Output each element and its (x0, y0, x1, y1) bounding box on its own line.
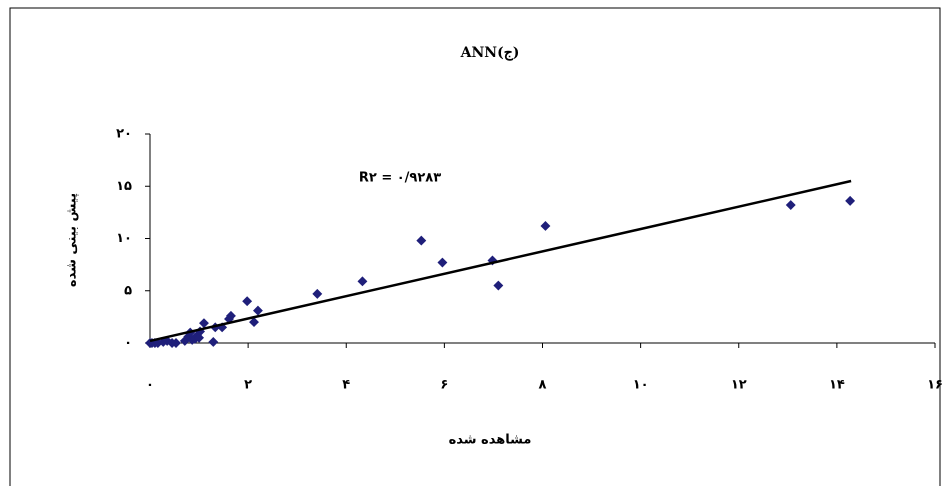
point (416, 236, 426, 246)
chart-title: ANN(ج) (460, 45, 520, 61)
point (437, 258, 447, 268)
y-tick-label: ۰ (124, 336, 132, 351)
trendline (150, 181, 851, 341)
page: {"chart_data": {"type": "scatter", "titl… (0, 0, 947, 486)
chart: ANN(ج) مشاهده شده پیش بینی شده R۲ = ۰/۹۲… (0, 0, 947, 486)
y-tick-label: ۲۰ (116, 127, 132, 142)
point (312, 289, 322, 299)
point (357, 276, 367, 286)
x-tick-label: ۱۴ (829, 378, 845, 393)
point (786, 200, 796, 210)
x-axis-title: مشاهده شده (449, 433, 532, 448)
point (253, 306, 263, 316)
x-tick-label: ۱۲ (731, 378, 747, 393)
x-tick-label: ۲ (244, 378, 252, 393)
x-tick-label: ۶ (440, 378, 448, 393)
y-axis-title: پیش بینی شده (65, 193, 80, 287)
point (208, 337, 218, 347)
y-tick-label: ۱۵ (116, 179, 132, 194)
point (540, 221, 550, 231)
point (493, 281, 503, 291)
x-tick-label: ۸ (539, 378, 547, 393)
x-tick-label: ۱۶ (927, 378, 943, 393)
point (242, 296, 252, 306)
y-tick-label: ۱۰ (116, 231, 132, 246)
x-tick-label: ۰ (146, 378, 154, 393)
y-tick-label: ۵ (124, 283, 132, 298)
x-tick-label: ۱۰ (633, 378, 649, 393)
r2-annotation: R۲ = ۰/۹۲۸۳ (359, 171, 441, 186)
point (845, 196, 855, 206)
x-tick-label: ۴ (342, 378, 350, 393)
